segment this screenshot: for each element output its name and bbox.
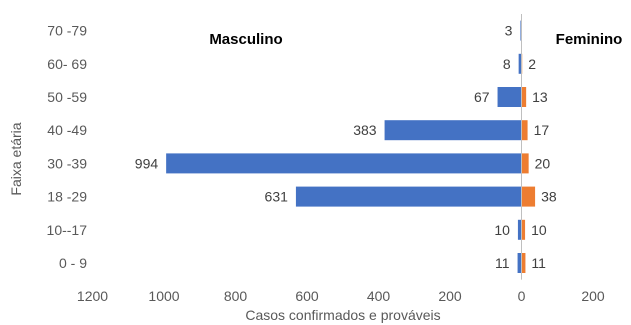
category-label-60-69: 60- 69 (47, 56, 87, 72)
data-label-masculino-18-29: 631 (265, 189, 289, 205)
data-label-masculino-60-69: 8 (503, 56, 511, 72)
category-label-70-79: 70 -79 (47, 23, 87, 39)
x-tick-label-neg-600: 600 (295, 288, 319, 304)
category-label-18-29: 18 -29 (47, 189, 87, 205)
x-tick-label-neg-800: 800 (224, 288, 248, 304)
y-axis-title: Faixa etária (8, 122, 24, 195)
x-tick-label-neg-400: 400 (367, 288, 391, 304)
bar-masculino-30-39 (166, 153, 522, 174)
x-tick-label-neg-1200: 1200 (77, 288, 108, 304)
data-label-feminino-0-9: 11 (531, 255, 546, 271)
data-label-feminino-40-49: 17 (534, 122, 550, 138)
x-tick-label-neg-200: 200 (438, 288, 462, 304)
category-label-30-39: 30 -39 (47, 155, 87, 171)
category-label-10-17: 10--17 (47, 222, 88, 238)
data-label-masculino-0-9: 11 (495, 255, 510, 271)
data-label-masculino-50-59: 67 (474, 89, 490, 105)
bar-masculino-10-17 (517, 219, 522, 240)
bar-masculino-0-9 (517, 253, 522, 273)
bar-feminino-50-59 (521, 87, 527, 107)
x-tick-labels-layer: 1200 1000 800 600 400 200 0 200 (77, 288, 605, 304)
x-tick-label-neg-1000: 1000 (148, 288, 179, 304)
category-label-0-9: 0 - 9 (59, 255, 87, 271)
data-label-masculino-10-17: 10 (494, 222, 510, 238)
bar-masculino-50-59 (497, 87, 522, 107)
data-label-feminino-18-29: 38 (541, 189, 557, 205)
bar-feminino-0-9 (521, 253, 526, 273)
category-label-40-49: 40 -49 (47, 122, 87, 138)
data-label-masculino-40-49: 383 (353, 122, 377, 138)
bar-masculino-40-49 (384, 120, 522, 141)
x-tick-label-0: 0 (518, 288, 526, 304)
bar-masculino-70-79 (520, 20, 522, 41)
data-label-feminino-50-59: 13 (532, 89, 548, 105)
bar-masculino-60-69 (518, 53, 522, 74)
bar-feminino-30-39 (521, 153, 529, 174)
masculino-side-label: Masculino (209, 31, 282, 48)
bars-layer (166, 20, 536, 273)
data-label-masculino-70-79: 3 (505, 23, 513, 39)
category-label-50-59: 50 -59 (47, 89, 87, 105)
data-label-feminino-30-39: 20 (535, 155, 551, 171)
x-tick-label-200: 200 (581, 288, 605, 304)
x-axis-title: Casos confirmados e prováveis (245, 307, 440, 323)
feminino-side-label: Feminino (556, 31, 623, 48)
bar-feminino-10-17 (521, 219, 526, 240)
data-label-feminino-10-17: 10 (531, 222, 547, 238)
bar-masculino-18-29 (295, 186, 522, 207)
category-labels-layer: 70 -79 60- 69 50 -59 40 -49 30 -39 18 -29 10--… (47, 23, 88, 271)
data-label-masculino-30-39: 994 (135, 155, 159, 171)
bar-feminino-18-29 (521, 186, 536, 207)
data-label-feminino-60-69: 2 (528, 56, 536, 72)
bar-feminino-40-49 (521, 120, 528, 141)
